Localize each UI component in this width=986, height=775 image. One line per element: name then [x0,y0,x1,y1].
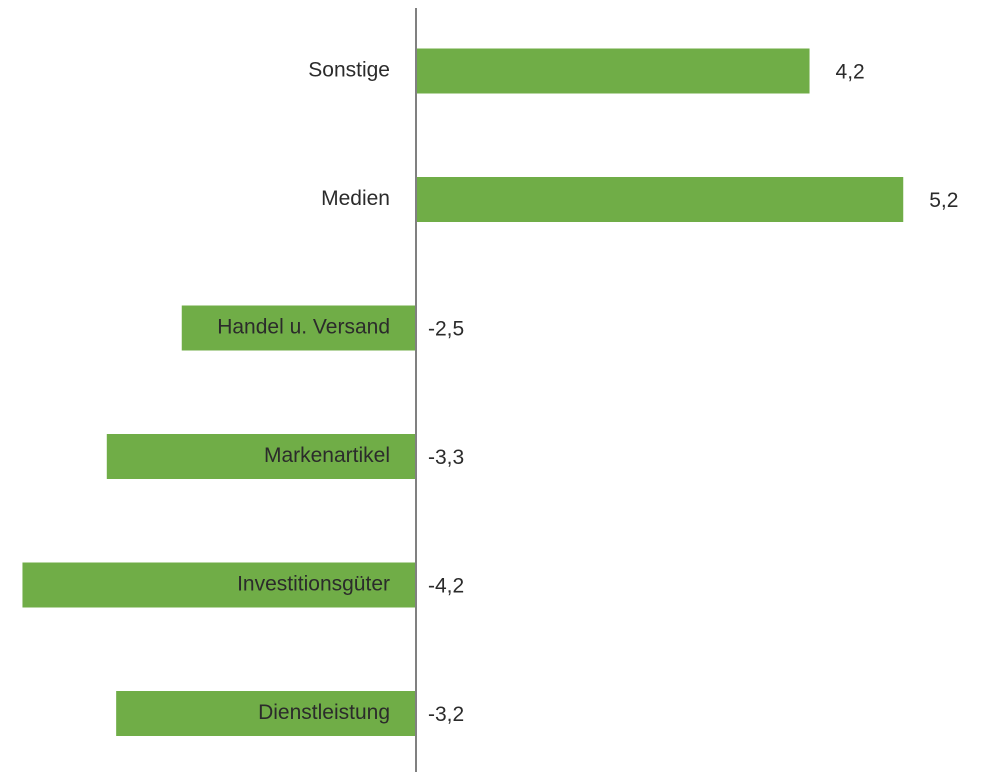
value-label-4: -4,2 [428,575,464,598]
category-label-4: Investitionsgüter [237,573,390,596]
bar-3 [106,434,416,479]
value-label-2: -2,5 [428,318,464,341]
category-label-5: Dienstleistung [258,701,390,724]
bar-2 [181,305,416,351]
category-label-1: Medien [321,187,390,210]
bar-4 [22,562,417,608]
value-label-1: 5,2 [929,189,958,212]
category-label-2: Handel u. Versand [217,316,390,339]
bar-5 [116,691,416,736]
value-label-3: -3,3 [428,446,464,469]
labels-layer: Sonstige 4,2 Medien 5,2 Handel u. Versand -2,… [217,59,958,727]
bar-0 [416,48,810,94]
category-label-3: Markenartikel [264,444,390,467]
value-label-0: 4,2 [836,61,865,84]
category-label-0: Sonstige [308,59,390,82]
value-label-5: -3,2 [428,703,464,726]
bar-1 [416,177,904,222]
bars-layer [22,48,904,736]
